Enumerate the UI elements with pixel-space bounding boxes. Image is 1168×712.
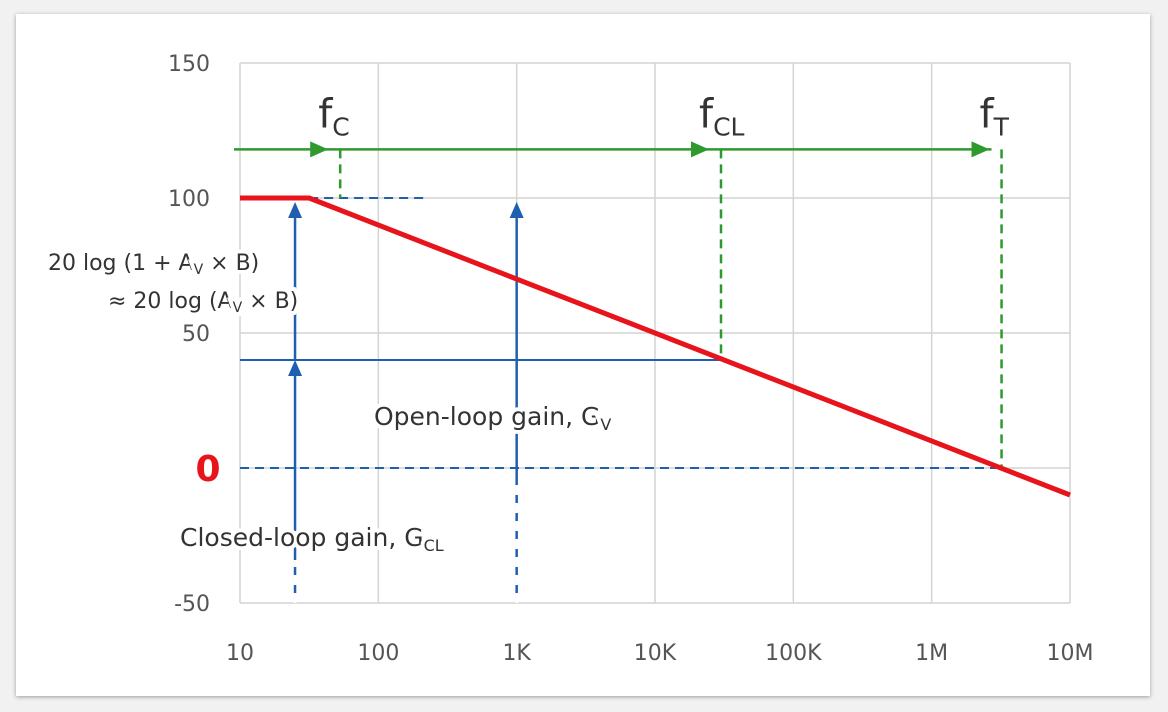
loop-gain-annotation-line1-main: 20 log (1 + A (48, 251, 194, 276)
open-loop-arrow-head (509, 202, 524, 218)
loop-gain-annotation-line2-end: × B) (242, 289, 298, 314)
marker-label-fC: fC (318, 91, 350, 141)
closed-loop-gain-label-main: Closed-loop gain, G (180, 523, 424, 552)
open-loop-gain-label-subscript: V (600, 415, 611, 434)
marker-label-fT-subscript: T (993, 112, 1010, 141)
closed-loop-gain-label-subscript: CL (424, 536, 444, 555)
y-tick-label: -50 (174, 592, 210, 617)
marker-label-fC-main: f (318, 91, 333, 137)
marker-label-fT: fT (980, 91, 1010, 141)
chart-card (16, 14, 1150, 696)
loop-gain-annotation-line2-subscript: V (233, 300, 243, 316)
marker-arrow-head-fCL (691, 141, 710, 158)
marker-label-fC-subscript: C (332, 112, 349, 141)
y-tick-label: 100 (168, 187, 210, 212)
x-tick-label: 1K (502, 641, 531, 666)
loop-gain-annotation-line1-subscript: V (194, 262, 204, 278)
y-tick-label: 150 (168, 52, 210, 77)
marker-label-fCL-subscript: CL (713, 112, 744, 141)
x-tick-label: 10M (1047, 641, 1094, 666)
x-tick-label: 1M (915, 641, 948, 666)
loop-gain-annotation-line2-main: ≈ 20 log (A (108, 289, 233, 314)
marker-label-fCL: fCL (699, 91, 745, 141)
marker-label-fCL-main: f (699, 91, 714, 137)
open-loop-gain-label: Open-loop gain, GV (374, 402, 611, 434)
x-tick-label: 100 (357, 641, 399, 666)
y-tick-label: 50 (182, 322, 210, 347)
marker-arrow-head-fT (971, 141, 990, 158)
x-tick-label: 100K (765, 641, 822, 666)
closed-loop-arrow-head (288, 360, 303, 376)
loop-gain-annotation-line1: 20 log (1 + AV × B) (48, 251, 259, 278)
marker-arrow-head-fC (310, 141, 329, 158)
open-loop-gain-label-main: Open-loop gain, G (374, 402, 600, 431)
marker-label-fT-main: f (980, 91, 995, 137)
x-tick-label: 10K (634, 641, 677, 666)
loop-gain-annotation-line1-end: × B) (203, 251, 259, 276)
y-tick-label-zero: 0 (195, 449, 220, 490)
loop-gain-annotation-line2: ≈ 20 log (AV × B) (108, 289, 298, 316)
loop-gain-arrow-head (288, 202, 303, 218)
x-tick-label: 10 (226, 641, 254, 666)
open-loop-gain-curve (240, 195, 1071, 498)
closed-loop-gain-label: Closed-loop gain, GCL (180, 523, 444, 555)
